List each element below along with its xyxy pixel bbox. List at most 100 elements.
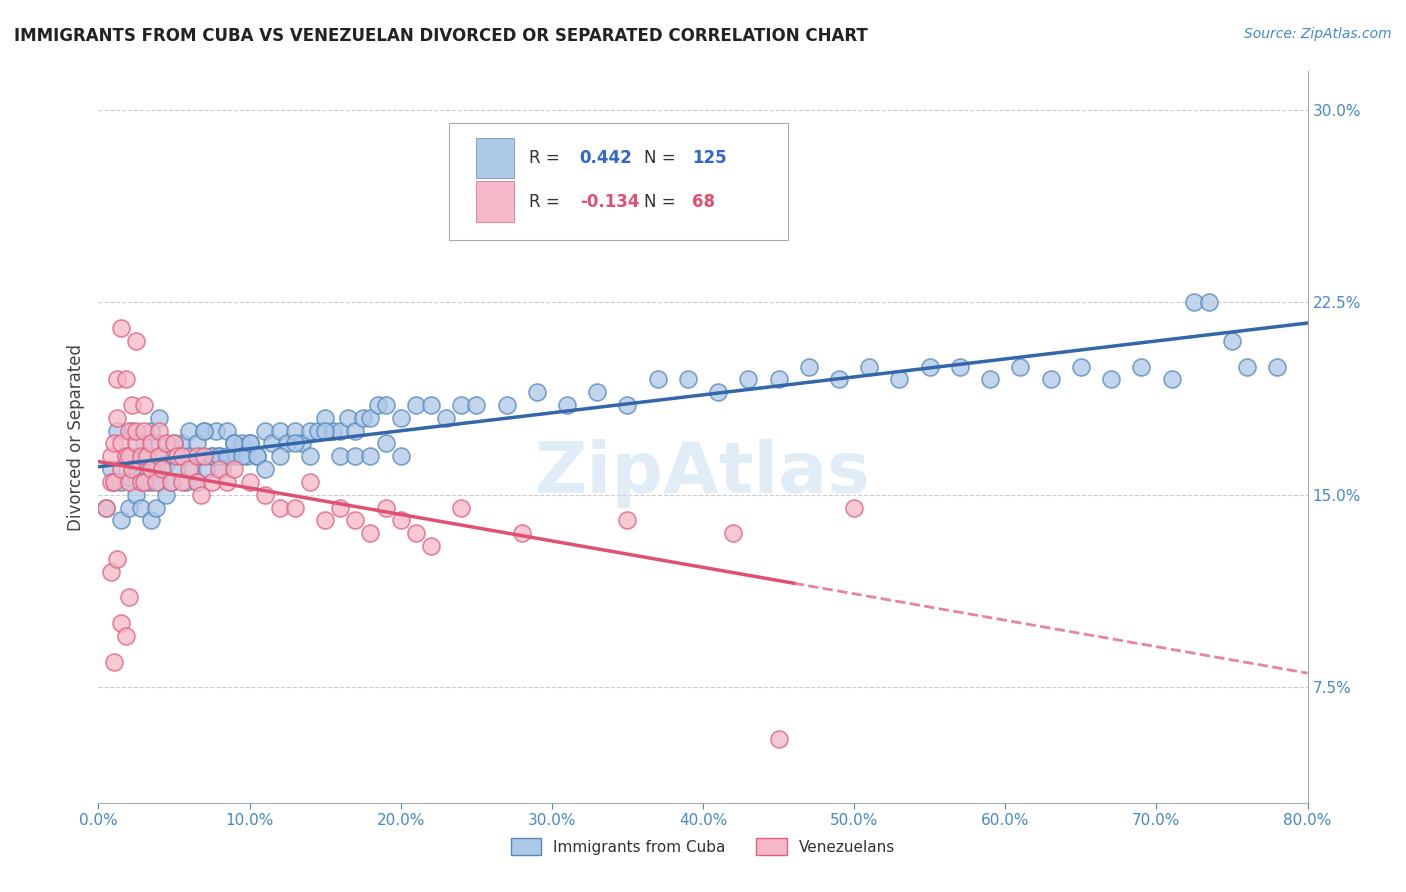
Point xyxy=(163,436,186,450)
Point xyxy=(828,372,851,386)
Point xyxy=(269,450,291,464)
Point xyxy=(676,372,699,386)
Text: 68: 68 xyxy=(692,193,716,211)
Point xyxy=(707,385,730,400)
Point xyxy=(1130,359,1153,374)
Point xyxy=(135,450,157,464)
Point xyxy=(132,436,155,450)
Point xyxy=(526,385,548,400)
Point xyxy=(224,462,246,476)
Point xyxy=(465,398,488,412)
Point xyxy=(389,450,412,464)
Text: ZipAtlas: ZipAtlas xyxy=(536,439,870,508)
Point xyxy=(215,450,238,464)
Point xyxy=(170,475,193,489)
Point xyxy=(420,539,443,553)
Point xyxy=(211,462,233,476)
Point xyxy=(141,475,163,489)
Point xyxy=(118,470,141,484)
Point xyxy=(186,475,208,489)
Point xyxy=(132,475,155,489)
Point xyxy=(844,500,866,515)
Point xyxy=(1010,359,1032,374)
Point xyxy=(253,488,276,502)
Point xyxy=(186,475,208,489)
Point xyxy=(201,450,224,464)
Point xyxy=(141,462,163,476)
Point xyxy=(141,436,163,450)
Point xyxy=(284,436,307,450)
Point xyxy=(329,450,352,464)
Point xyxy=(344,450,367,464)
Point xyxy=(118,475,141,489)
Point xyxy=(246,450,269,464)
Point xyxy=(389,410,412,425)
Point xyxy=(269,424,291,438)
Point xyxy=(114,372,136,386)
Point xyxy=(129,450,152,464)
Point xyxy=(125,436,148,450)
Point xyxy=(389,514,412,528)
Point xyxy=(125,424,148,438)
Point xyxy=(201,475,224,489)
Point xyxy=(239,436,262,450)
Point xyxy=(105,372,128,386)
Point xyxy=(125,334,148,348)
Point xyxy=(465,193,488,207)
Point xyxy=(193,424,215,438)
Point xyxy=(179,462,201,476)
Point xyxy=(224,436,246,450)
Point xyxy=(190,450,212,464)
Point xyxy=(949,359,972,374)
Point xyxy=(307,424,329,438)
Point xyxy=(586,385,609,400)
Point xyxy=(1236,359,1258,374)
Point xyxy=(100,565,122,579)
Point xyxy=(129,470,152,484)
Point xyxy=(121,462,143,476)
Point xyxy=(150,450,173,464)
Point xyxy=(110,514,132,528)
Point xyxy=(166,450,188,464)
Point xyxy=(160,475,183,489)
Point xyxy=(103,436,125,450)
Point xyxy=(889,372,911,386)
Point xyxy=(616,514,638,528)
Text: Source: ZipAtlas.com: Source: ZipAtlas.com xyxy=(1244,27,1392,41)
Point xyxy=(360,450,382,464)
Point xyxy=(118,591,141,605)
Point xyxy=(148,424,170,438)
Point xyxy=(276,436,298,450)
Point xyxy=(110,321,132,335)
Point xyxy=(1182,295,1205,310)
Point xyxy=(141,514,163,528)
Point xyxy=(737,372,759,386)
Point xyxy=(125,488,148,502)
Point xyxy=(918,359,941,374)
Point xyxy=(224,436,246,450)
Point xyxy=(405,398,427,412)
Point xyxy=(150,462,173,476)
Point xyxy=(1220,334,1243,348)
Point xyxy=(231,436,253,450)
Point xyxy=(291,436,314,450)
Point xyxy=(100,475,122,489)
Text: 0.442: 0.442 xyxy=(579,149,633,167)
Text: IMMIGRANTS FROM CUBA VS VENEZUELAN DIVORCED OR SEPARATED CORRELATION CHART: IMMIGRANTS FROM CUBA VS VENEZUELAN DIVOR… xyxy=(14,27,868,45)
Point xyxy=(118,424,141,438)
Point xyxy=(367,398,389,412)
Point xyxy=(208,450,231,464)
Point xyxy=(201,450,224,464)
Point xyxy=(163,436,186,450)
Point xyxy=(129,500,152,515)
Point xyxy=(299,450,322,464)
Point xyxy=(103,475,125,489)
Point xyxy=(155,436,177,450)
Point xyxy=(616,398,638,412)
Point xyxy=(768,372,790,386)
Point xyxy=(135,462,157,476)
Point xyxy=(179,450,201,464)
Point xyxy=(208,450,231,464)
Point xyxy=(450,398,472,412)
Point xyxy=(132,424,155,438)
